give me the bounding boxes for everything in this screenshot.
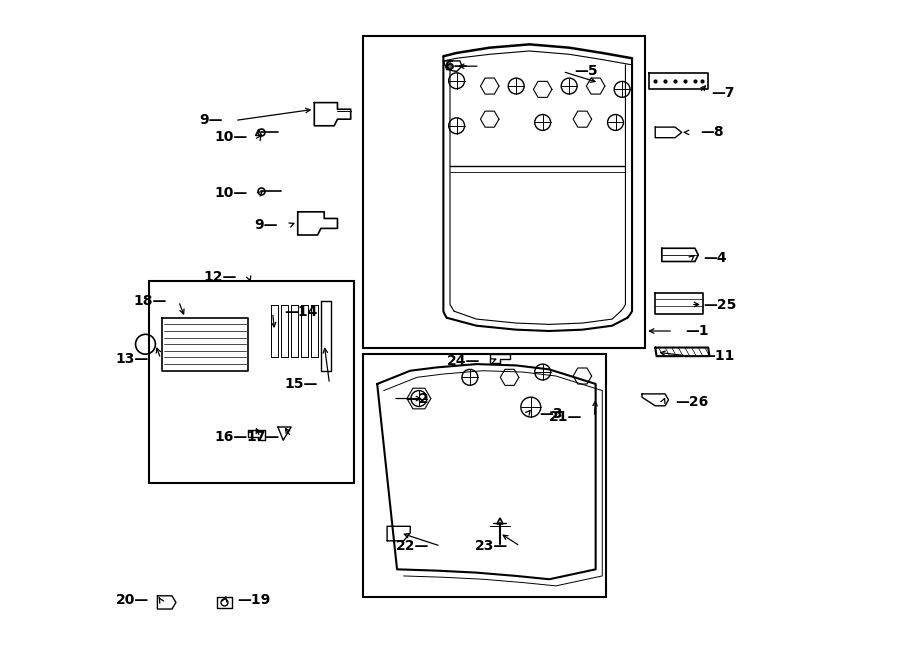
Text: 16—: 16— [215, 430, 248, 444]
Text: —26: —26 [675, 395, 708, 409]
Text: 9—: 9— [200, 113, 223, 128]
Text: 10—: 10— [215, 186, 248, 201]
Text: 24—: 24— [446, 354, 480, 368]
Text: —3: —3 [539, 406, 562, 421]
Text: 20—: 20— [115, 593, 148, 608]
Bar [148, 281, 354, 483]
Text: —5: —5 [574, 64, 599, 79]
Text: 21—: 21— [549, 410, 582, 424]
Text: 22—: 22— [395, 539, 428, 553]
Text: —4: —4 [703, 251, 726, 265]
Text: 10—: 10— [215, 130, 248, 144]
Text: 23—: 23— [475, 539, 508, 553]
Bar [363, 36, 645, 348]
Text: —8: —8 [700, 125, 724, 140]
Text: —7: —7 [712, 85, 735, 100]
Text: —19: —19 [237, 593, 270, 608]
Text: 18—: 18— [133, 294, 166, 308]
Text: 15—: 15— [284, 377, 318, 391]
Text: 9—: 9— [255, 218, 278, 232]
Text: —1: —1 [685, 324, 708, 338]
Text: 12—: 12— [203, 269, 237, 284]
Text: 6—: 6— [445, 59, 468, 73]
Text: —25: —25 [703, 297, 736, 312]
Text: 17—: 17— [246, 430, 279, 444]
Bar [363, 354, 606, 597]
Text: —2: —2 [405, 391, 428, 406]
Text: 13—: 13— [115, 352, 148, 366]
Text: —14: —14 [284, 305, 318, 320]
Text: —11: —11 [702, 349, 735, 363]
